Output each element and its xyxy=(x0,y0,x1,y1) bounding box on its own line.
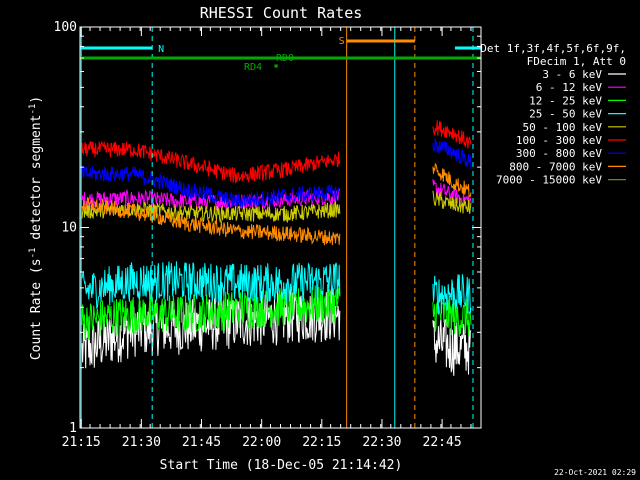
y-axis-label-sup: -1 xyxy=(28,248,38,259)
svg-text:Count Rate (s-1 detector segme: Count Rate (s-1 detector segment-1) xyxy=(28,96,44,360)
legend-entry-label: 6 - 12 keV xyxy=(536,81,603,94)
x-axis-label: Start Time (18-Dec-05 21:14:42) xyxy=(160,458,403,473)
x-tick-label: 22:00 xyxy=(242,435,281,450)
series-7-segment-1 xyxy=(81,165,341,208)
annotation-rd4: RD4 xyxy=(244,62,262,73)
timestamp: 22-Oct-2021 02:29 xyxy=(554,468,636,477)
y-tick-label: 10 xyxy=(61,221,77,236)
legend-entry-label: 300 - 800 keV xyxy=(516,147,602,160)
y-axis-label-sup2: -1 xyxy=(28,104,38,115)
legend-header-line: Det 1f,3f,4f,5f,6f,9f, xyxy=(480,42,626,55)
y-axis-label-close: ) xyxy=(29,96,44,104)
series-6-segment-2 xyxy=(432,120,472,149)
y-axis-label-main: Count Rate (s xyxy=(29,258,44,360)
x-tick-label: 22:30 xyxy=(362,435,401,450)
legend-entry-label: 100 - 300 keV xyxy=(516,134,602,147)
legend-entry-label: 800 - 7000 keV xyxy=(509,160,602,173)
series-4-segment-2 xyxy=(432,274,472,316)
x-tick-label: 21:15 xyxy=(62,435,101,450)
y-tick-label: 100 xyxy=(54,20,77,35)
legend-entry-label: 50 - 100 keV xyxy=(523,121,603,134)
x-tick-label: 22:45 xyxy=(423,435,462,450)
legend: Det 1f,3f,4f,5f,6f,9f,FDecim 1, Att 03 -… xyxy=(480,42,626,187)
series-1-segment-1 xyxy=(81,288,341,369)
legend-entry-label: 7000 - 15000 keV xyxy=(496,174,602,187)
annotation-s: S xyxy=(339,36,345,47)
series-7-segment-2 xyxy=(432,138,472,169)
legend-entry-label: 12 - 25 keV xyxy=(529,94,602,107)
annotation-rd0: RD0 xyxy=(276,53,294,64)
x-tick-label: 21:45 xyxy=(182,435,221,450)
series-8-segment-1 xyxy=(81,196,341,246)
series-8-segment-2 xyxy=(432,162,472,199)
series-4-segment-1 xyxy=(81,261,341,310)
series-6-segment-1 xyxy=(81,140,341,184)
annotation-n: N xyxy=(158,44,164,55)
x-tick-label: 22:15 xyxy=(302,435,341,450)
y-axis-label: Count Rate (s-1 detector segment-1) xyxy=(28,96,44,360)
plot-area: N S RD0 RD4 21:15 21:30 21:45 22:00 22:15 22:30 22… xyxy=(54,20,482,450)
legend-header-line: FDecim 1, Att 0 xyxy=(527,55,626,68)
x-tick-label: 21:30 xyxy=(122,435,161,450)
y-axis-label-rest: detector segment xyxy=(29,115,44,248)
chart-title: RHESSI Count Rates xyxy=(200,4,363,22)
legend-entry-label: 25 - 50 keV xyxy=(529,108,602,121)
y-tick-label: 1 xyxy=(69,421,77,436)
series-3-segment-2 xyxy=(432,295,472,337)
legend-entry-label: 3 - 6 keV xyxy=(542,68,602,81)
series-5-segment-2 xyxy=(432,190,472,214)
series-3-segment-1 xyxy=(81,283,341,341)
series-1-segment-2 xyxy=(432,318,472,376)
